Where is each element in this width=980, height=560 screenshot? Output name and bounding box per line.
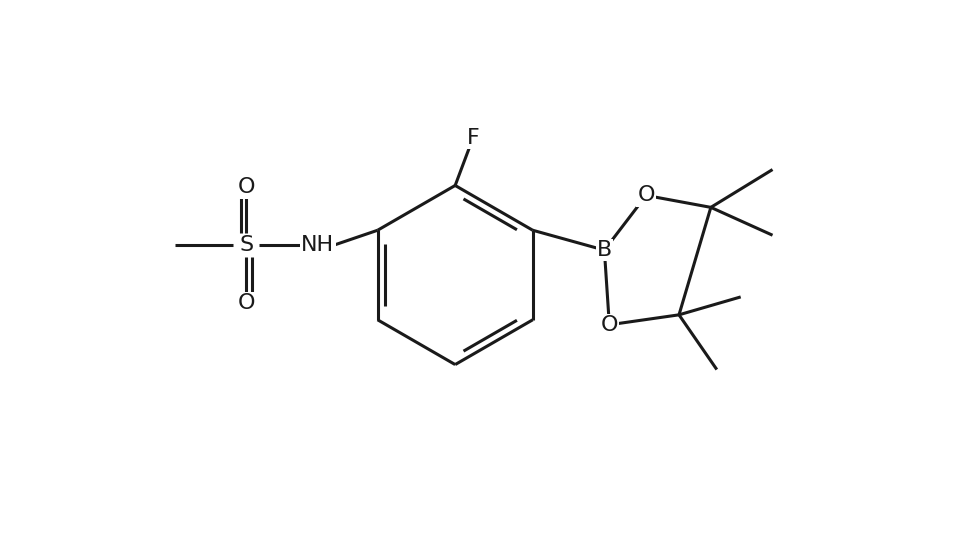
Text: B: B [597,240,612,260]
Text: O: O [237,293,255,313]
Text: O: O [601,315,618,335]
Text: O: O [237,178,255,198]
Text: F: F [466,128,479,148]
Text: S: S [239,235,254,255]
Text: NH: NH [302,235,334,255]
Text: O: O [637,185,655,206]
